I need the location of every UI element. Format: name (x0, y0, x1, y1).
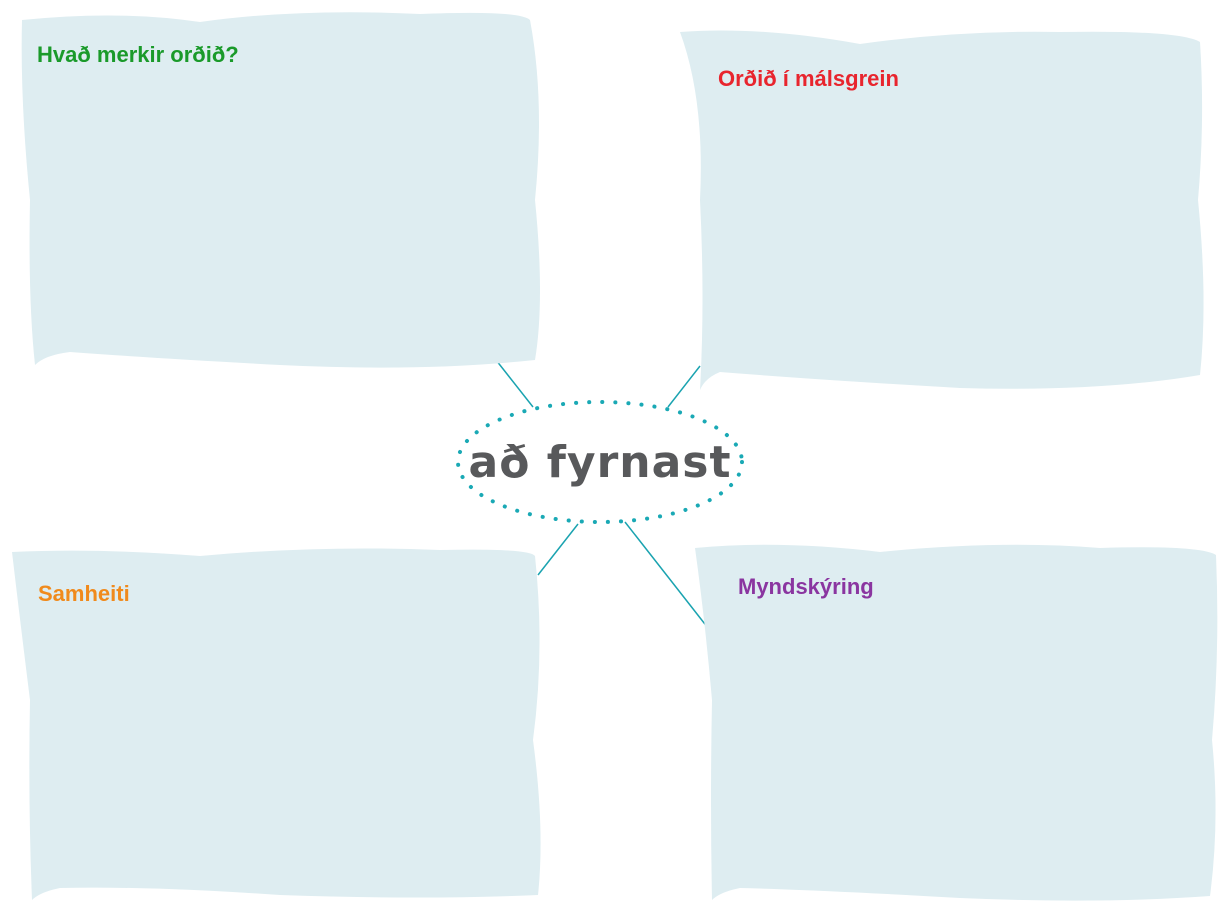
box-label: Orðið í málsgrein (718, 66, 899, 91)
box (12, 548, 541, 900)
center-ellipse (456, 400, 744, 524)
connector (495, 359, 534, 408)
box-label: Hvað merkir orðið? (37, 42, 239, 67)
box (695, 544, 1218, 901)
box (680, 30, 1204, 390)
box (21, 12, 540, 368)
box-label: Myndskýring (738, 574, 874, 599)
center-label: að fyrnast (469, 437, 732, 488)
connector (624, 521, 709, 629)
connector (667, 365, 701, 408)
connector (537, 523, 579, 576)
box-label: Samheiti (38, 581, 130, 606)
